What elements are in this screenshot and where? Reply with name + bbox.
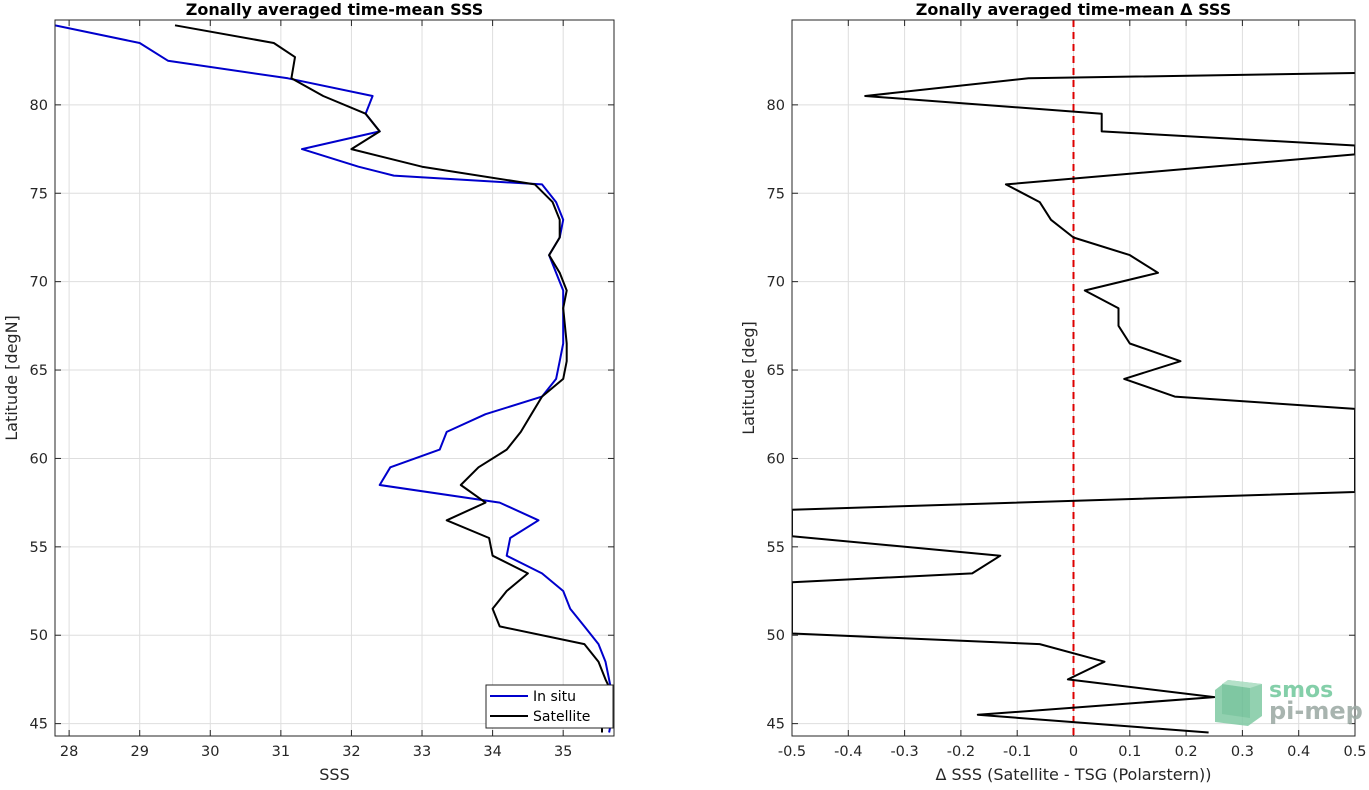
y-tick-label: 80 [767,98,785,114]
series-group [792,20,1355,736]
y-tick-label: 45 [30,717,48,733]
x-tick-label: -0.5 [778,744,806,760]
y-tick-label: 50 [30,628,48,644]
x-tick-label: -0.4 [834,744,862,760]
sss-series-line-in-situ [55,24,614,733]
y-tick-label: 60 [30,451,48,467]
y-tick-label: 55 [767,540,785,556]
y-axis-label: Latitude [deg] [739,321,758,435]
sss-panel: 28 29 30 31 32 33 34 35 45 50 55 60 65 70 75 80 Zonally … [2,0,615,784]
delta-sss-panel: -0.5 -0.4 -0.3 -0.2 -0.1 0 0.1 0.2 0.3 0.4 0.5 45 50… [739,0,1367,784]
y-axis-label: Latitude [degN] [2,315,21,441]
legend-entry-satellite: Satellite [533,709,590,725]
legend: In situ Satellite [485,684,614,729]
legend-entry-in-situ: In situ [533,689,576,705]
x-tick-label: 0.3 [1231,744,1254,760]
y-tick-label: 65 [767,363,785,379]
x-tick-label: 34 [483,744,501,760]
x-tick-label: 0 [1069,744,1078,760]
y-tick-label: 65 [30,363,48,379]
y-tick-label: 75 [767,186,785,202]
x-tick-label: 0.2 [1175,744,1198,760]
smos-pi-mep-logo: smos pi-mep [1215,678,1363,726]
x-tick-label: 33 [413,744,431,760]
chart-title: Zonally averaged time-mean SSS [186,0,484,19]
x-tick-label: 0.1 [1118,744,1141,760]
y-tick-label: 80 [30,98,48,114]
x-tick-label: -0.2 [947,744,975,760]
x-tick-label: 31 [272,744,290,760]
series-group [55,24,614,733]
y-tick-label: 70 [30,275,48,291]
x-tick-label: 30 [201,744,219,760]
y-tick-label: 50 [767,628,785,644]
x-tick-label: 35 [554,744,572,760]
y-tick-label: 75 [30,186,48,202]
x-tick-label: 28 [60,744,78,760]
delta-series-line-0 [792,72,1355,734]
y-tick-label: 55 [30,540,48,556]
y-tick-label: 70 [767,275,785,291]
plot-area [55,20,614,736]
y-tick-label: 60 [767,451,785,467]
axes-frame [54,19,615,737]
x-tick-label: 32 [342,744,360,760]
chart-title: Zonally averaged time-mean Δ SSS [916,0,1232,19]
x-tick-label: 29 [130,744,148,760]
x-tick-label: 0.5 [1343,744,1366,760]
logo-text-smos: smos [1269,678,1333,703]
axes-frame [791,19,1356,737]
logo-text-pi-mep: pi-mep [1269,697,1363,725]
sss-series-line-satellite [174,24,614,733]
x-tick-label: -0.1 [1003,744,1031,760]
x-axis-label: SSS [319,765,349,784]
x-axis-label: Δ SSS (Satellite - TSG (Polarstern)) [935,765,1211,784]
x-tick-label: -0.3 [890,744,918,760]
x-tick-label: 0.4 [1287,744,1310,760]
y-tick-label: 45 [767,717,785,733]
